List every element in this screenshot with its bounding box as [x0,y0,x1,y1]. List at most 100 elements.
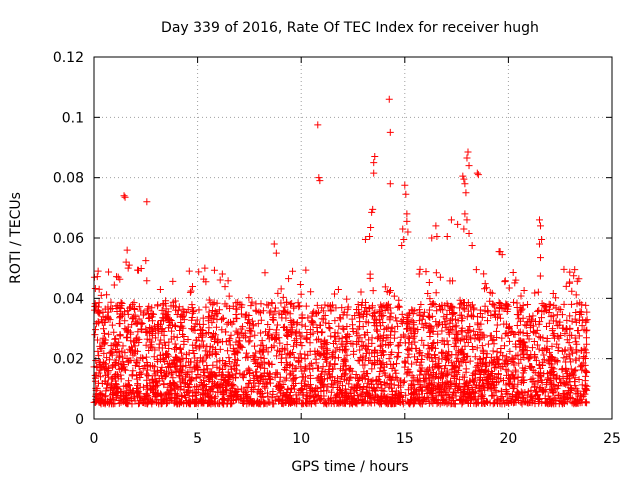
background-point [515,329,523,337]
background-point [245,365,253,373]
background-point [436,319,444,327]
background-point [339,346,347,354]
background-point [412,387,420,395]
background-point [524,301,532,309]
background-point [286,310,294,318]
background-point [450,309,458,317]
background-point [135,303,143,311]
background-point [246,366,254,374]
background-point [211,307,219,315]
background-point [440,395,448,403]
background-point [161,373,169,381]
background-point [493,348,501,356]
background-point [534,395,542,403]
background-point [238,343,246,351]
data-point [459,172,467,180]
background-point [474,313,482,321]
background-point [259,307,267,315]
background-point [386,380,394,388]
background-point [268,394,276,402]
background-point [185,358,193,366]
background-point [113,341,121,349]
background-point [245,294,253,302]
background-point [119,358,127,366]
background-point [279,293,287,301]
background-point [538,399,546,407]
background-point [109,391,117,399]
background-point [316,379,324,387]
background-point [218,326,226,334]
background-point [528,344,536,352]
background-point [375,316,383,324]
data-point [368,208,376,216]
background-point [275,309,283,317]
background-point [139,311,147,319]
background-point [256,390,264,398]
background-point [171,297,179,305]
background-point [177,362,185,370]
background-point [451,323,459,331]
background-point [448,315,456,323]
background-point [480,270,488,278]
background-point [130,338,138,346]
data-point [366,232,374,240]
background-point [376,342,384,350]
background-point [211,400,219,408]
background-point [240,387,248,395]
background-point [303,335,311,343]
background-point [358,399,366,407]
background-point [323,345,331,353]
background-point [347,340,355,348]
background-point [452,342,460,350]
background-point [327,332,335,340]
background-point [470,369,478,377]
background-point [331,290,339,298]
background-point [582,367,590,375]
background-point [384,300,392,308]
background-point [440,337,448,345]
data-point [361,236,369,244]
background-point [395,349,403,357]
background-point [97,400,105,408]
background-point [523,329,531,337]
background-point [149,362,157,370]
background-point [296,387,304,395]
background-point [474,319,482,327]
background-point [104,368,112,376]
data-point [94,267,102,275]
background-point [168,327,176,335]
background-point [400,377,408,385]
background-point [549,389,557,397]
background-point [309,309,317,317]
background-point [438,327,446,335]
background-point [223,320,231,328]
background-point [578,301,586,309]
background-point [454,354,462,362]
background-point [185,399,193,407]
background-point [221,300,229,308]
background-point [281,303,289,311]
background-point [119,398,127,406]
background-point [434,330,442,338]
background-point [507,375,515,383]
background-point [123,382,131,390]
background-point [153,399,161,407]
background-point [571,399,579,407]
background-point [416,371,424,379]
background-point [206,369,214,377]
background-point [572,338,580,346]
background-point [555,321,563,329]
background-point [411,353,419,361]
background-point [123,355,131,363]
background-point [205,296,213,304]
background-point [524,388,532,396]
background-point [188,325,196,333]
background-point [100,329,108,337]
background-point [158,327,166,335]
background-point [297,290,305,298]
background-point [306,399,314,407]
background-point [480,349,488,357]
background-point [91,374,99,382]
background-point [282,309,290,317]
background-point [487,311,495,319]
